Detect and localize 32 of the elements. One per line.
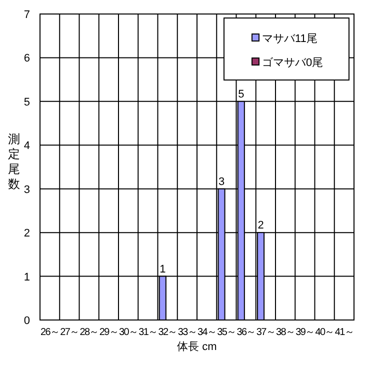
x-tick-label: 35～ bbox=[217, 327, 236, 338]
legend-label: マサバ11尾 bbox=[262, 33, 318, 45]
x-tick-label: 33～ bbox=[178, 327, 197, 338]
x-tick-label: 40～ bbox=[315, 327, 334, 338]
y-tick-label: 0 bbox=[24, 315, 30, 327]
y-tick-label: 6 bbox=[24, 52, 30, 65]
y-tick-label: 3 bbox=[24, 184, 30, 196]
x-tick-label: 30～ bbox=[118, 327, 138, 338]
x-tick-label: 39～ bbox=[296, 327, 314, 338]
x-tick-label: 38～ bbox=[276, 327, 295, 338]
x-tick-label: 32～ bbox=[158, 327, 177, 338]
x-tick-label: 28～ bbox=[80, 327, 98, 338]
x-tick-label: 41～ bbox=[334, 327, 354, 338]
y-tick-label: 5 bbox=[24, 96, 30, 108]
x-tick-label: 27～ bbox=[60, 327, 79, 338]
legend-label: ゴマサバ0尾 bbox=[262, 57, 324, 69]
data-label: 1 bbox=[160, 263, 166, 276]
x-tick-label: 29～ bbox=[99, 327, 118, 338]
x-tick-label: 34～ bbox=[197, 327, 216, 338]
data-label: 5 bbox=[238, 88, 244, 100]
x-axis-title: 体長 cm bbox=[177, 341, 217, 353]
data-label: 3 bbox=[218, 176, 225, 188]
x-tick-label: 31～ bbox=[138, 327, 158, 338]
y-tick-label: 4 bbox=[24, 140, 30, 152]
x-tick-label: 26～ bbox=[40, 327, 60, 338]
y-axis-title: 測定尾数 bbox=[8, 132, 20, 191]
data-label: 2 bbox=[258, 220, 264, 232]
x-tick-label: 36～ bbox=[236, 327, 256, 338]
x-tick-label: 37～ bbox=[256, 327, 276, 338]
y-tick-label: 2 bbox=[24, 228, 30, 240]
y-tick-label: 1 bbox=[24, 271, 30, 284]
y-tick-label: 7 bbox=[24, 9, 30, 21]
